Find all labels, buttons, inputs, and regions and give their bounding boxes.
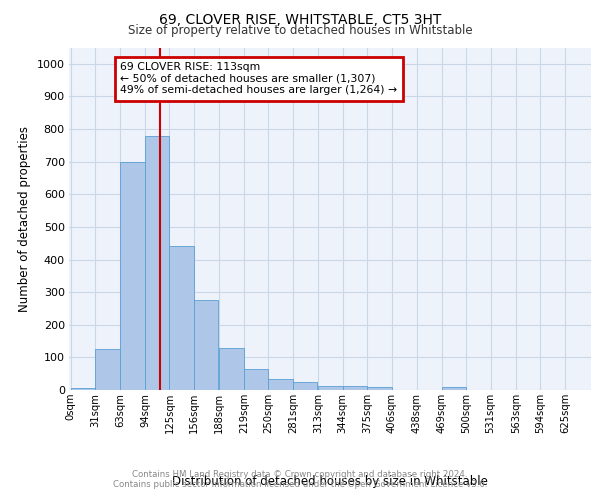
Y-axis label: Number of detached properties: Number of detached properties — [18, 126, 31, 312]
Bar — [442, 388, 466, 390]
Bar — [268, 378, 293, 390]
X-axis label: Distribution of detached houses by size in Whitstable: Distribution of detached houses by size … — [172, 475, 488, 488]
Bar — [169, 246, 194, 390]
Bar — [343, 386, 367, 390]
Text: 69 CLOVER RISE: 113sqm
← 50% of detached houses are smaller (1,307)
49% of semi-: 69 CLOVER RISE: 113sqm ← 50% of detached… — [121, 62, 398, 96]
Bar — [145, 136, 169, 390]
Bar — [318, 386, 343, 390]
Bar — [367, 388, 392, 390]
Bar — [293, 382, 317, 390]
Bar — [244, 369, 268, 390]
Bar — [71, 388, 95, 390]
Bar — [194, 300, 218, 390]
Bar — [121, 162, 145, 390]
Bar — [219, 348, 244, 390]
Bar — [95, 349, 119, 390]
Text: Contains HM Land Registry data © Crown copyright and database right 2024.
Contai: Contains HM Land Registry data © Crown c… — [113, 470, 487, 489]
Text: 69, CLOVER RISE, WHITSTABLE, CT5 3HT: 69, CLOVER RISE, WHITSTABLE, CT5 3HT — [159, 12, 441, 26]
Text: Size of property relative to detached houses in Whitstable: Size of property relative to detached ho… — [128, 24, 472, 37]
